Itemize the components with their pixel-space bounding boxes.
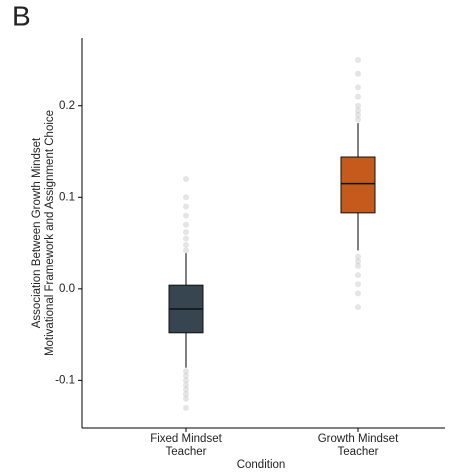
outlier [355, 93, 361, 100]
outlier [355, 258, 361, 265]
x-axis-title: Condition [237, 459, 286, 471]
panel-label: B [12, 0, 31, 31]
outlier [183, 241, 189, 248]
y-tick-label: 0.2 [59, 100, 75, 112]
outlier [355, 70, 361, 77]
outlier [183, 372, 189, 379]
outlier [355, 290, 361, 297]
outlier [183, 391, 189, 398]
outlier [183, 203, 189, 210]
outlier [183, 235, 189, 242]
box [340, 156, 376, 214]
outlier [355, 107, 361, 114]
outlier [183, 212, 189, 219]
outlier [183, 221, 189, 228]
outlier [183, 395, 189, 402]
outlier [355, 272, 361, 279]
y-tick-label: 0.1 [59, 191, 75, 203]
outlier [355, 56, 361, 63]
x-tick-label: Teacher [338, 446, 379, 458]
y-tick-label: -0.1 [55, 374, 75, 386]
outlier [183, 175, 189, 182]
y-axis-title: Motivational Framework and Assignment Ch… [44, 110, 56, 356]
y-axis-title: Association Between Growth Mindset [31, 137, 43, 328]
x-tick-label: Growth Mindset [318, 433, 399, 445]
outlier [355, 84, 361, 91]
outlier [183, 247, 189, 254]
outlier [355, 281, 361, 288]
outlier [355, 253, 361, 260]
outlier [355, 111, 361, 118]
x-tick-label: Teacher [166, 446, 207, 458]
outlier [183, 377, 189, 384]
outlier [183, 229, 189, 236]
outlier [355, 262, 361, 269]
y-tick-label: 0.0 [59, 283, 75, 295]
outlier [183, 194, 189, 201]
outlier [183, 368, 189, 375]
x-tick-label: Fixed Mindset [150, 433, 222, 445]
outlier [183, 386, 189, 393]
outlier [183, 381, 189, 388]
outlier [355, 304, 361, 311]
outlier [355, 102, 361, 109]
outlier [183, 404, 189, 411]
outlier [355, 116, 361, 123]
